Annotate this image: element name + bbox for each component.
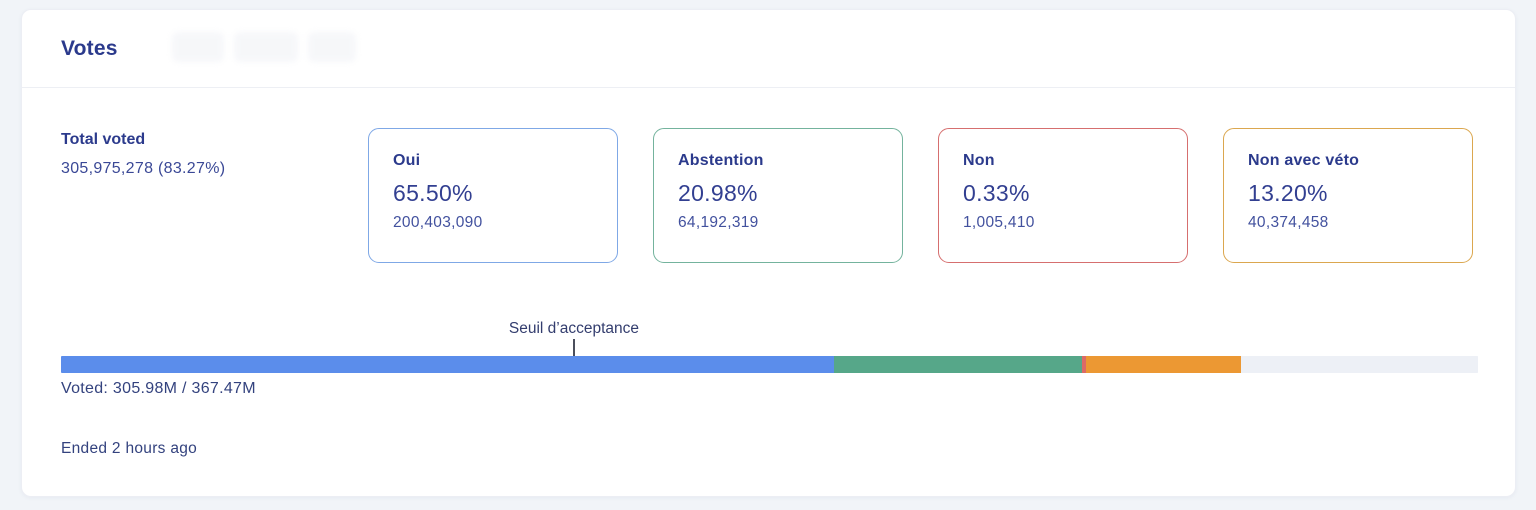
vote-card-non[interactable]: Non 0.33% 1,005,410 xyxy=(938,128,1188,263)
acceptance-threshold-text: Seuil d’acceptance xyxy=(508,320,640,337)
vote-option-cards: Oui 65.50% 200,403,090 Abstention 20.98%… xyxy=(368,128,1473,263)
vote-option-count: 200,403,090 xyxy=(393,214,483,231)
vote-option-label: Non xyxy=(963,152,995,169)
vote-option-percent: 20.98% xyxy=(678,180,758,206)
total-voted-value: 305,975,278 (83.27%) xyxy=(61,160,226,177)
vote-card-non-avec-veto[interactable]: Non avec véto 13.20% 40,374,458 xyxy=(1223,128,1473,263)
vote-option-count: 40,374,458 xyxy=(1248,214,1329,231)
vote-option-label: Oui xyxy=(393,152,421,169)
panel-title: Votes xyxy=(61,36,118,60)
bar-segment-oui xyxy=(61,356,834,373)
vote-result-bar xyxy=(61,356,1478,373)
bar-segment-veto xyxy=(1085,356,1242,373)
bar-segment-remainder xyxy=(1241,356,1478,373)
votes-panel: Votes Total voted 305,975,278 (83.27%) O… xyxy=(21,9,1516,497)
acceptance-threshold-tick xyxy=(572,339,575,356)
total-voted-label: Total voted xyxy=(61,131,146,148)
vote-option-percent: 0.33% xyxy=(963,180,1030,206)
votes-panel-header: Votes xyxy=(22,10,1515,88)
bar-segment-abstention xyxy=(833,356,1082,373)
total-voted-block: Total voted 305,975,278 (83.27%) xyxy=(61,131,225,178)
vote-option-label: Abstention xyxy=(678,152,764,169)
vote-option-count: 64,192,319 xyxy=(678,214,759,231)
faded-watermark xyxy=(172,32,362,62)
vote-option-label: Non avec véto xyxy=(1248,152,1360,169)
vote-option-percent: 13.20% xyxy=(1248,180,1328,206)
vote-option-count: 1,005,410 xyxy=(963,214,1035,231)
bar-segment-non xyxy=(1081,356,1086,373)
vote-card-oui[interactable]: Oui 65.50% 200,403,090 xyxy=(368,128,618,263)
vote-card-abstention[interactable]: Abstention 20.98% 64,192,319 xyxy=(653,128,903,263)
vote-option-percent: 65.50% xyxy=(393,180,473,206)
voted-summary: Voted: 305.98M / 367.47M xyxy=(61,380,256,397)
ended-status: Ended 2 hours ago xyxy=(61,440,198,457)
